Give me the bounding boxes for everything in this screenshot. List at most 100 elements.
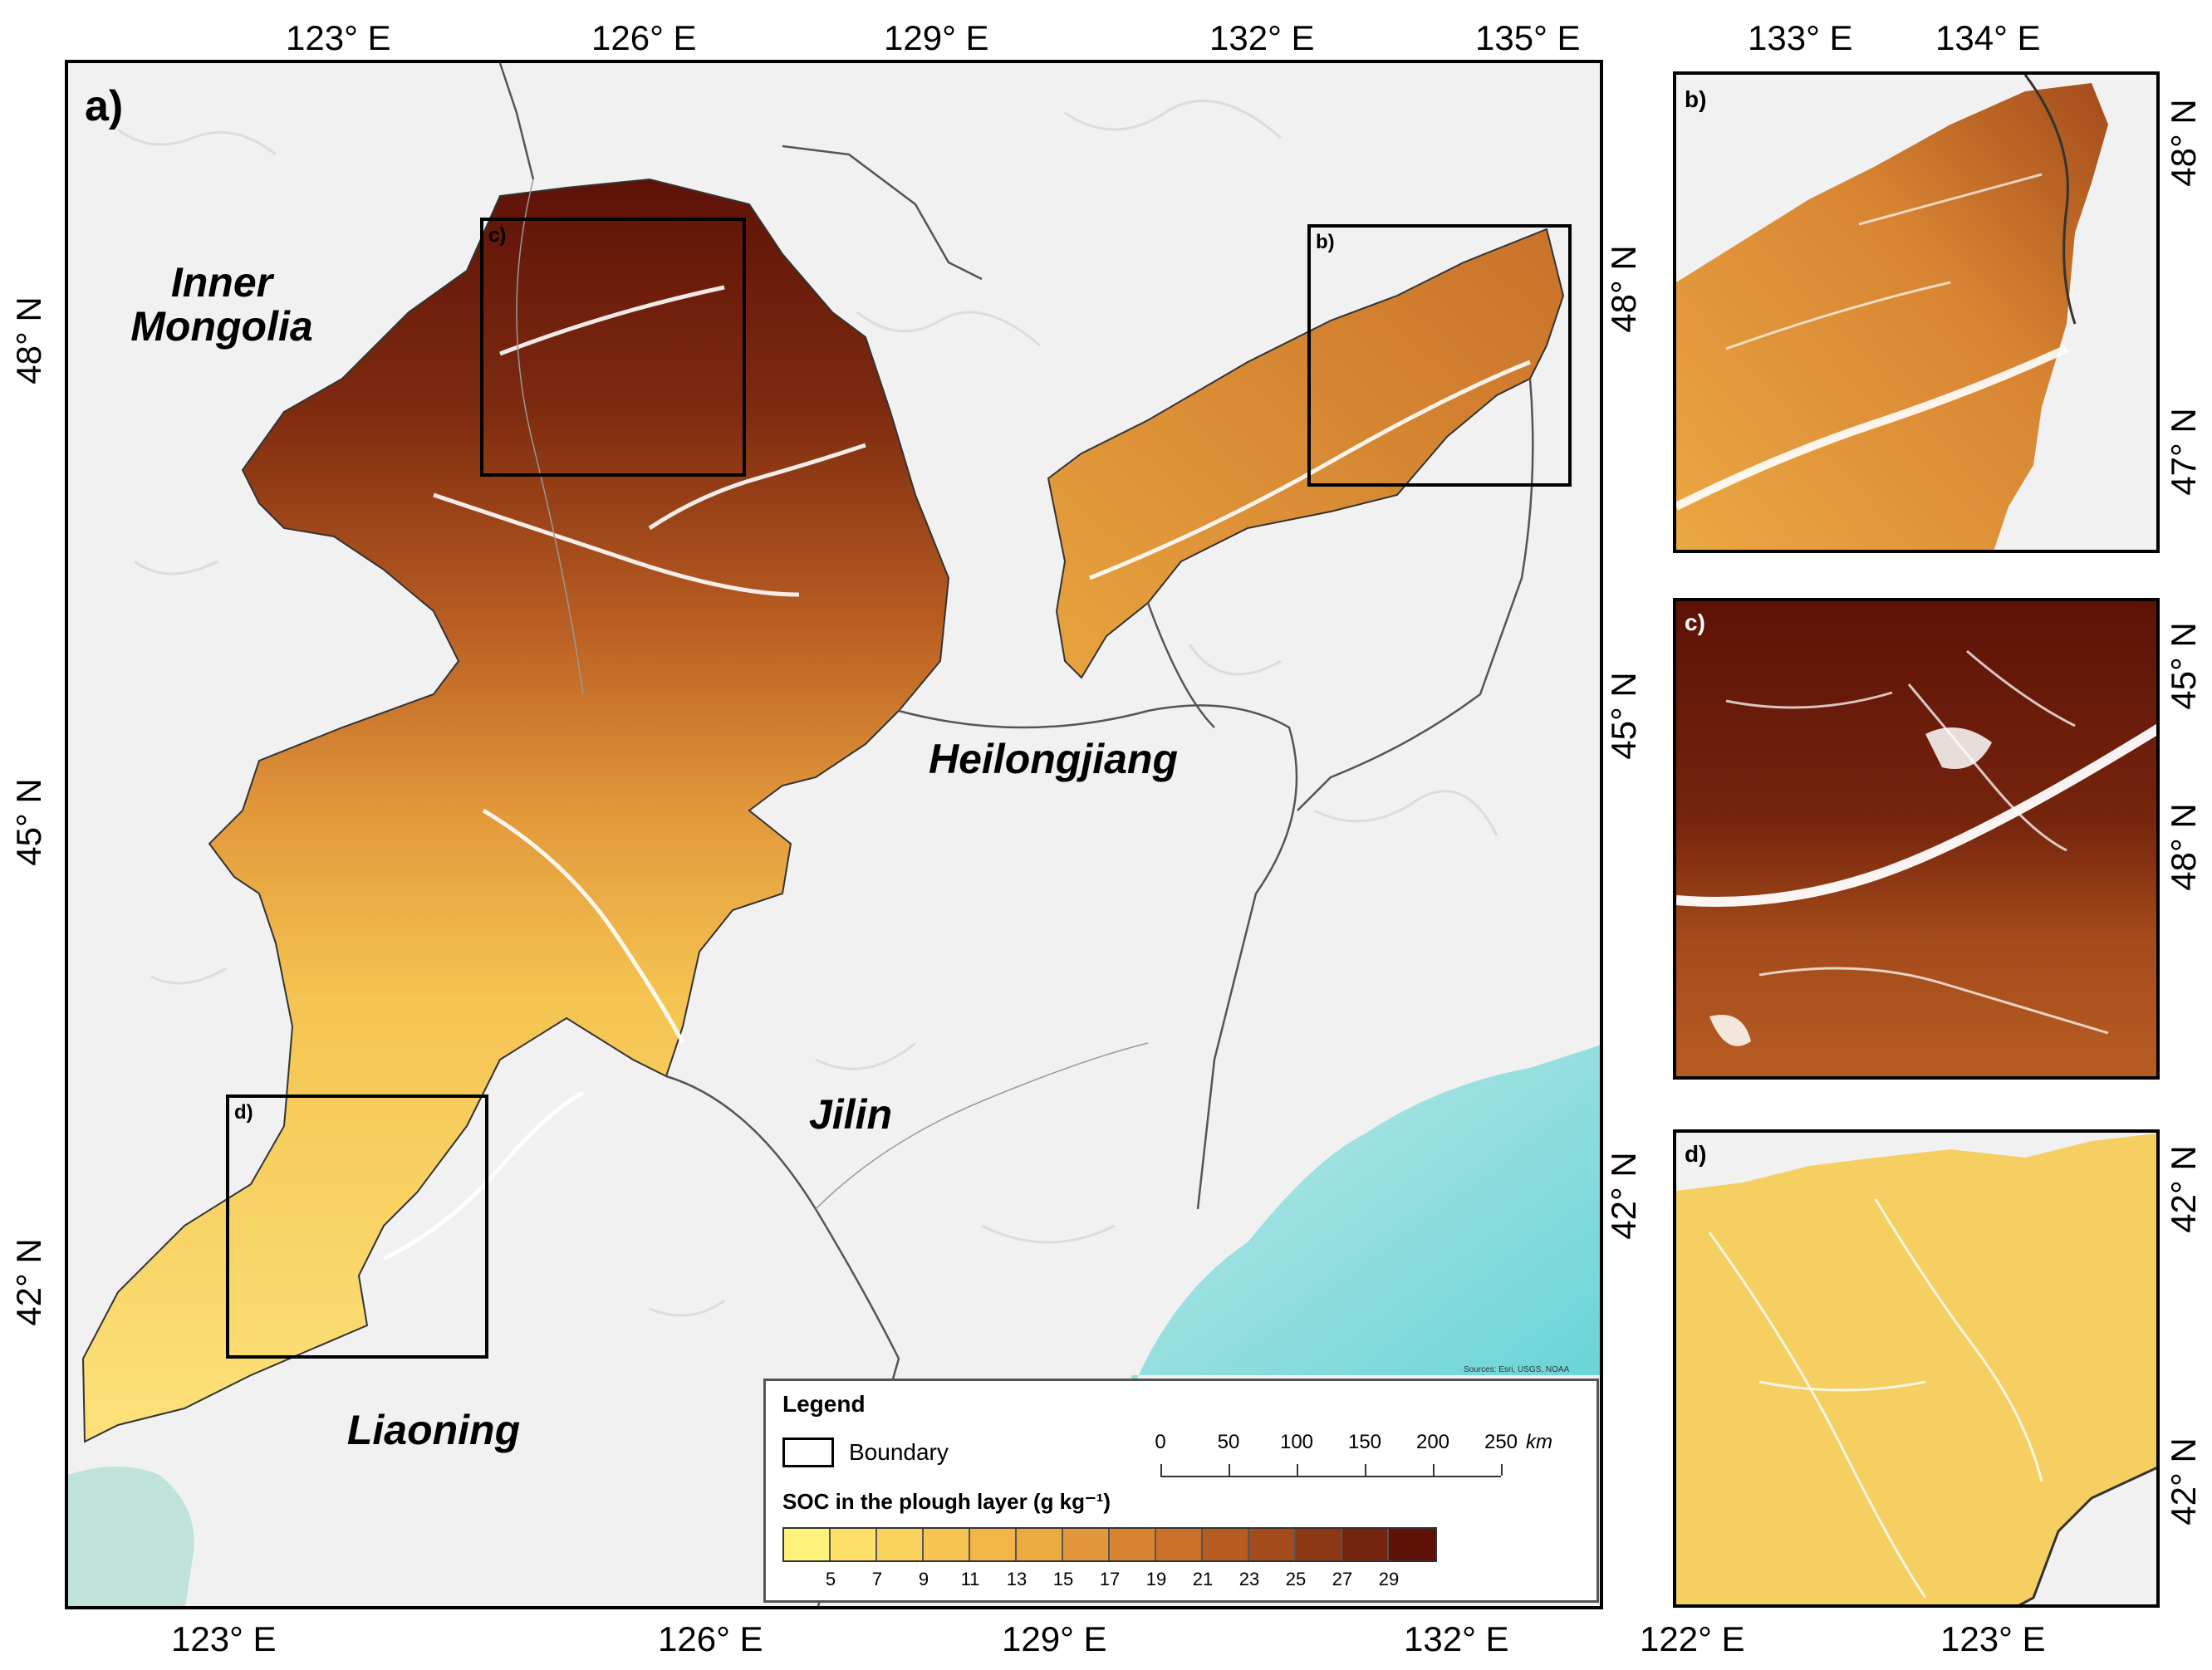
ramp-label: 25 [1285,1569,1307,1589]
main-right-tick-2: 42° N [1603,1152,1643,1240]
sea-bohai [68,1467,194,1606]
scale-line [1160,1464,1501,1477]
ramp-label: 11 [960,1569,980,1589]
inset-b-top-tick-1: 134° E [1935,18,2041,57]
map-credit: Sources: Esri, USGS, NOAA [1464,1365,1570,1374]
ramp-label: 5 [825,1569,836,1589]
inset-b-soc [1676,83,2108,550]
main-right-tick-1: 45° N [1603,672,1643,760]
scale-label-0: 0 [1155,1431,1166,1453]
ramp-label: 13 [1006,1569,1028,1589]
ramp-label: 7 [871,1569,883,1589]
ramp-swatch [1249,1529,1296,1560]
ramp-label: 21 [1192,1569,1214,1589]
ramp-label: 17 [1099,1569,1121,1589]
ramp-swatch [1342,1529,1389,1560]
inset-b-letter: b) [1685,86,1707,112]
ramp-label: 19 [1145,1569,1167,1589]
main-left-tick-1: 45° N [8,778,48,866]
main-bottom-tick-1: 126° E [658,1619,763,1658]
main-map-panel: a) c) b) d) Inner Mongolia Heilongjiang … [65,60,1603,1609]
inset-c-soc [1676,601,2156,1076]
inset-c-right-tick-1: 48° N [2163,803,2203,891]
inset-box-b-label: b) [1316,231,1335,253]
main-bottom-tick-2: 129° E [1002,1619,1107,1658]
ramp-swatch [1203,1529,1249,1560]
ramp-swatch [1156,1529,1203,1560]
scale-label-2: 100 [1279,1431,1314,1453]
inset-b-panel: b) [1673,71,2160,553]
inset-d-panel: d) [1673,1129,2160,1608]
inset-box-c: c) [480,218,746,477]
main-top-tick-4: 135° E [1475,18,1581,57]
inset-box-d-label: d) [234,1101,253,1124]
ramp-swatch [784,1529,831,1560]
scale-label-5: 250 [1484,1431,1518,1453]
inset-b-right-tick-1: 47° N [2163,408,2203,496]
ramp-swatch [1110,1529,1156,1560]
main-top-tick-0: 123° E [286,18,391,57]
sea-east [1131,1045,1600,1392]
inset-box-b: b) [1307,224,1572,487]
main-top-tick-1: 126° E [591,18,697,57]
ramp-label: 15 [1052,1569,1074,1589]
main-panel-letter: a) [85,82,124,130]
scale-bar: 0 50 100 150 200 250 km [1155,1431,1592,1497]
inset-c-panel: c) [1673,598,2160,1080]
main-right-tick-0: 48° N [1603,245,1643,333]
ramp-label: 9 [918,1569,929,1589]
soc-color-ramp [782,1527,1437,1562]
ramp-swatch [924,1529,970,1560]
ramp-swatch [877,1529,924,1560]
inset-c-right-tick-0: 45° N [2163,622,2203,710]
inset-b-top-tick-0: 133° E [1748,18,1853,57]
ramp-label: 23 [1238,1569,1260,1589]
ramp-swatch [1296,1529,1342,1560]
inset-d-right-tick-0: 42° N [2163,1145,2203,1233]
boundary-swatch [782,1437,834,1467]
province-boundaries [498,63,1534,1606]
main-bottom-tick-0: 123° E [171,1619,277,1658]
inset-d-letter: d) [1685,1141,1707,1167]
ramp-swatch [831,1529,877,1560]
main-top-tick-3: 132° E [1209,18,1315,57]
main-bottom-tick-3: 132° E [1404,1619,1509,1658]
scale-label-3: 150 [1347,1431,1382,1453]
main-map-canvas [68,63,1600,1606]
scale-unit: km [1526,1431,1552,1453]
ramp-label: 27 [1332,1569,1353,1589]
inset-d-bottom-tick-0: 122° E [1640,1619,1745,1658]
region-label-liaoning: Liaoning [346,1407,521,1453]
soc-region-east [1047,228,1565,679]
inset-d-right-tick-1: 42° N [2163,1437,2203,1526]
main-left-tick-2: 42° N [8,1238,48,1326]
ramp-swatch [1063,1529,1110,1560]
scale-label-4: 200 [1415,1431,1450,1453]
inset-box-c-label: c) [488,224,507,247]
legend-title: Legend [782,1391,866,1417]
region-label-inner-mongolia: Inner Mongolia [130,259,313,350]
inset-d-bottom-tick-1: 123° E [1940,1619,2046,1658]
ramp-swatch [1017,1529,1063,1560]
main-left-tick-0: 48° N [8,296,48,384]
inset-c-letter: c) [1685,610,1705,635]
inset-box-d: d) [226,1095,488,1359]
region-label-heilongjiang: Heilongjiang [929,736,1178,782]
ramp-swatch [1389,1529,1435,1560]
inset-d-soc [1676,1133,2156,1604]
region-label-jilin: Jilin [808,1091,893,1138]
soc-legend-title: SOC in the plough layer (g kg⁻¹) [782,1489,1111,1514]
soc-region-west [81,178,950,1443]
ramp-label: 29 [1378,1569,1400,1589]
legend: Legend Boundary 0 50 100 150 200 250 km … [763,1379,1599,1603]
inset-b-right-tick-0: 48° N [2163,99,2203,187]
main-top-tick-2: 129° E [884,18,989,57]
boundary-label: Boundary [849,1439,949,1465]
ramp-swatch [970,1529,1017,1560]
inset-c-canvas [1676,601,2156,1076]
rivers [382,285,866,1261]
inset-d-canvas [1676,1133,2156,1604]
scale-label-1: 50 [1217,1431,1240,1453]
inset-b-canvas [1676,75,2156,550]
relief-texture [117,100,1498,1317]
